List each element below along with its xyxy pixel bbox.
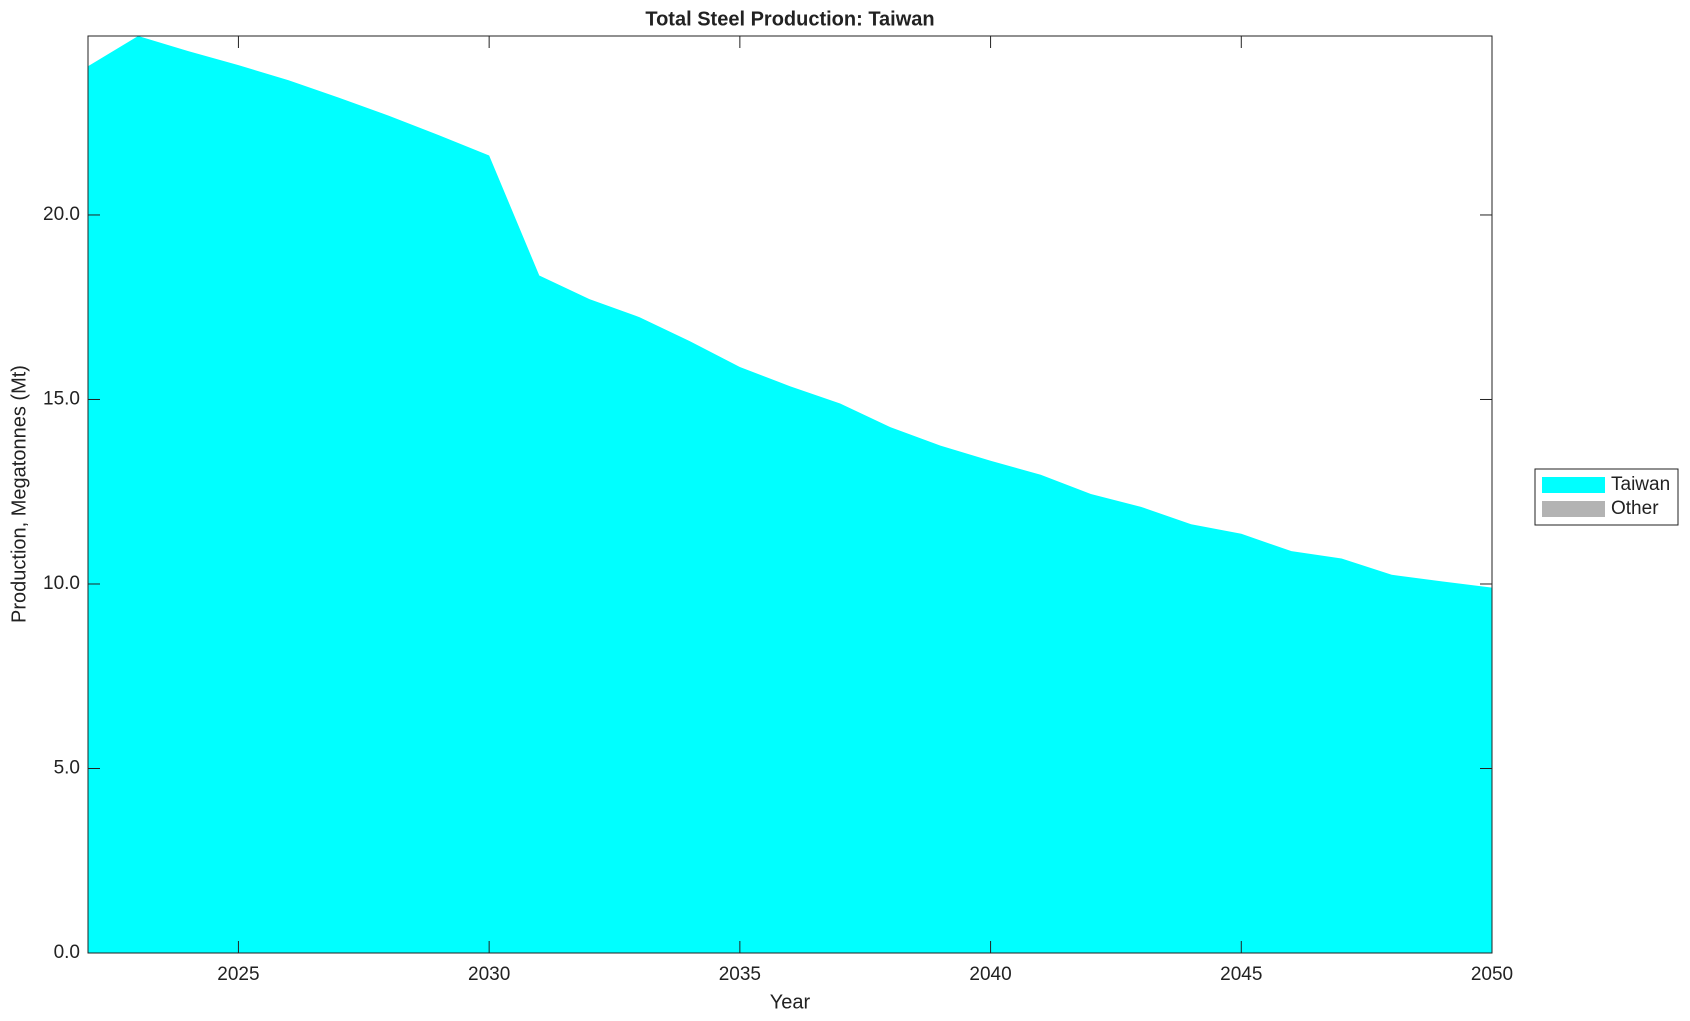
x-axis-label: Year xyxy=(770,991,811,1013)
legend-swatch xyxy=(1542,501,1605,517)
x-tick-label: 2040 xyxy=(969,964,1011,985)
area xyxy=(88,36,1492,953)
x-tick-label: 2030 xyxy=(468,964,510,985)
legend-label: Taiwan xyxy=(1611,474,1670,495)
legend-swatch xyxy=(1542,477,1605,493)
x-tick-label: 2035 xyxy=(719,964,761,985)
y-tick-label: 15.0 xyxy=(43,388,80,409)
x-tick-label: 2045 xyxy=(1220,964,1262,985)
x-tick-label: 2025 xyxy=(217,964,259,985)
x-tick-label: 2050 xyxy=(1471,964,1513,985)
legend-label: Other xyxy=(1611,498,1659,519)
plot-frame xyxy=(87,35,1493,954)
y-tick-label: 10.0 xyxy=(43,573,80,594)
y-tick-label: 20.0 xyxy=(43,204,80,225)
y-axis-label: Production, Megatonnes (Mt) xyxy=(8,365,30,623)
chart-title: Total Steel Production: Taiwan xyxy=(645,8,934,30)
y-tick-label: 0.0 xyxy=(54,942,80,963)
y-tick-label: 5.0 xyxy=(54,758,80,779)
